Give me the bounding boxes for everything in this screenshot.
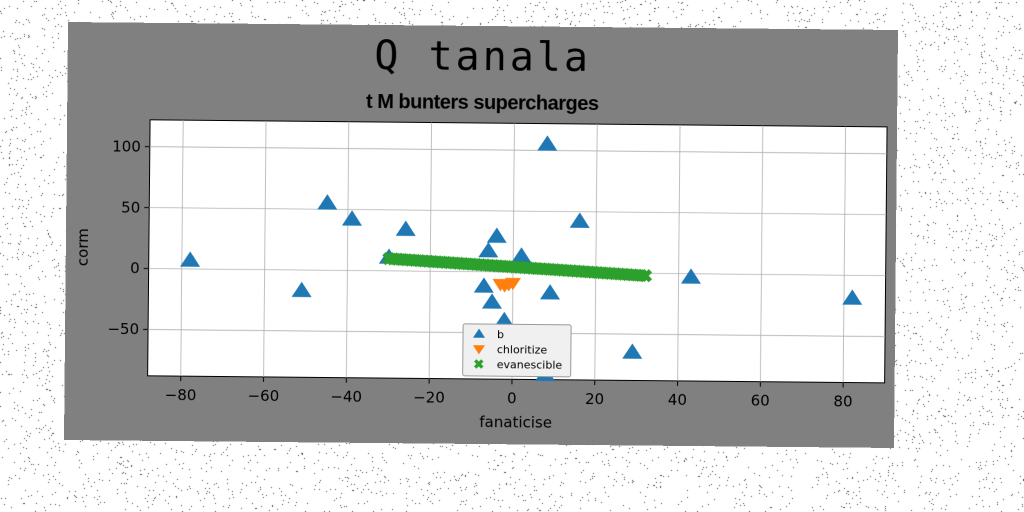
x-tick-label: −80 [165, 386, 197, 404]
data-point-b [842, 289, 863, 305]
data-point-b [180, 251, 201, 267]
data-point-b [486, 227, 507, 243]
x-tick-label: 60 [751, 392, 770, 410]
x-gridline [677, 124, 681, 381]
data-point-chloritize [496, 280, 513, 293]
data-point-b [494, 311, 515, 328]
x-tick-label: −40 [330, 388, 362, 406]
y-tick-label: 0 [130, 259, 140, 277]
y-axis-label: corm [74, 228, 92, 266]
legend-label: b [497, 328, 504, 341]
legend-marker-b [473, 328, 486, 338]
plot-area [147, 119, 888, 384]
legend-marker-evanescible [474, 359, 484, 369]
x-gridline [759, 125, 764, 382]
x-gridline [345, 121, 350, 378]
legend-label: chloritize [497, 343, 548, 356]
y-tick-label: 100 [112, 137, 141, 155]
x-tick-label: 40 [668, 391, 687, 409]
data-point-b [622, 343, 643, 359]
x-axis-label: fanaticise [479, 413, 552, 432]
y-tick-label: −50 [107, 320, 139, 338]
x-gridline [428, 122, 433, 379]
x-tick-label: 20 [585, 390, 604, 408]
data-point-b [511, 247, 532, 263]
data-point-b [395, 220, 416, 236]
data-point-b [341, 210, 362, 226]
data-point-b [291, 281, 312, 298]
y-gridline [149, 146, 887, 155]
legend-marker-chloritize [472, 345, 485, 355]
data-point-b [317, 194, 338, 210]
data-point-evanescible [638, 269, 653, 283]
legend-box [462, 323, 572, 378]
data-point-b [537, 135, 558, 151]
data-point-b [540, 284, 561, 300]
figure-panel: Q tanala t M bunters supercharges −80 −60… [64, 22, 898, 448]
data-point-b [569, 212, 590, 228]
data-point-b [481, 293, 502, 309]
y-gridline [149, 207, 887, 216]
x-gridline [263, 120, 267, 377]
scatter-plot: −80 −60 −40 −20 0 20 40 60 80 −50 0 50 100 fanaticise… [74, 119, 888, 432]
x-tick-label: 80 [833, 392, 852, 410]
data-point-b [478, 242, 499, 258]
y-tick-label: 50 [121, 198, 140, 216]
data-point-b [473, 277, 494, 293]
x-tick-label: 0 [507, 389, 517, 407]
x-tick-label: −60 [247, 387, 279, 405]
data-point-b [680, 268, 701, 284]
legend-label: evanescible [497, 358, 563, 372]
x-tick-label: −20 [413, 388, 445, 406]
x-gridline [594, 124, 598, 381]
x-gridline [842, 126, 847, 383]
x-gridline [180, 120, 184, 377]
